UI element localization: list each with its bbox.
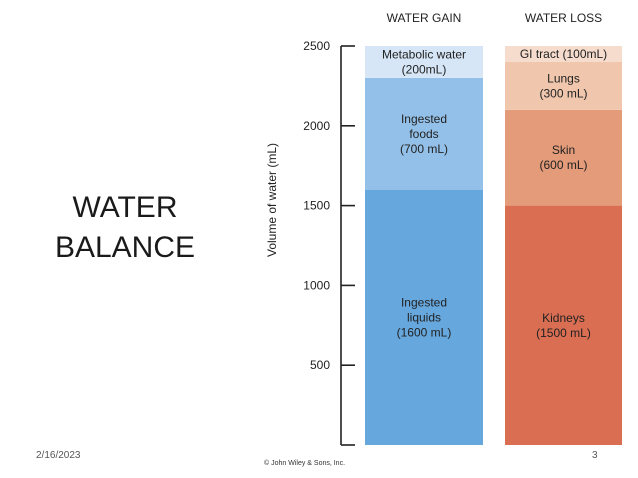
segment-label: liquids (407, 310, 441, 324)
bar-segment (505, 46, 622, 62)
segment-label: (300 mL) (539, 86, 587, 100)
segment-label: Ingested (401, 112, 447, 126)
copyright-notice: © John Wiley & Sons, Inc. (264, 460, 346, 467)
bar-segment (505, 109, 622, 206)
bar-segment (365, 77, 483, 190)
column-header: WATER GAIN (387, 11, 462, 25)
segment-label: Ingested (401, 295, 447, 309)
slide-title-line-2: BALANCE (54, 231, 196, 264)
y-tick-label: 2500 (303, 39, 330, 53)
segment-label: GI tract (100mL) (520, 47, 607, 61)
segment-label: Metabolic water (382, 47, 466, 61)
segment-label: (700 mL) (400, 142, 448, 156)
slide-page-number: 3 (592, 450, 598, 461)
column-header: WATER LOSS (525, 11, 602, 25)
y-tick-label: 1500 (303, 199, 330, 213)
bar-segment (505, 205, 622, 445)
y-tick-label: 2000 (303, 119, 330, 133)
bar-segment (365, 46, 483, 78)
y-axis-label: Volume of water (mL) (265, 143, 279, 257)
segment-label: Kidneys (542, 311, 585, 325)
y-tick-label: 500 (310, 358, 330, 372)
segment-label: foods (409, 127, 438, 141)
slide-title-line-1: WATER (72, 191, 178, 224)
y-tick-label: 1000 (303, 278, 330, 292)
segment-label: (200mL) (402, 62, 447, 76)
segment-label: (1500 mL) (536, 326, 591, 340)
segment-label: Skin (552, 143, 575, 157)
bar-segment (365, 189, 483, 445)
bar-segment (505, 61, 622, 110)
slide-title: WATER BALANCE (40, 188, 210, 268)
segment-label: (1600 mL) (397, 325, 452, 339)
slide-date: 2/16/2023 (36, 450, 81, 461)
segment-label: Lungs (547, 71, 580, 85)
segment-label: (600 mL) (539, 158, 587, 172)
